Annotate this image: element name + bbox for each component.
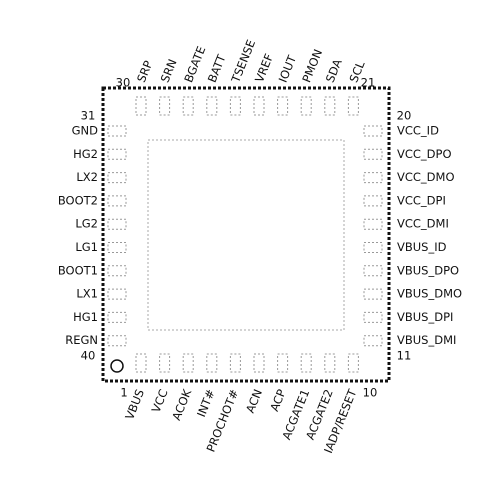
pin-label: LX1 xyxy=(76,287,98,301)
pin-label: ACOK xyxy=(169,387,194,423)
pin-label: SRP xyxy=(134,59,155,85)
pad xyxy=(107,265,127,277)
pin-label: BOOT1 xyxy=(58,263,98,277)
pin-label: VBUS_DPI xyxy=(397,310,453,324)
pin-label: SDA xyxy=(323,57,345,84)
pin-label: INT# xyxy=(194,387,218,419)
pin1-marker xyxy=(110,359,124,373)
pad xyxy=(107,242,127,253)
pad xyxy=(206,353,218,373)
pin-label: VREF xyxy=(252,52,276,85)
pin-label: ACP xyxy=(267,387,288,413)
pad xyxy=(300,96,312,116)
pin-label: GND xyxy=(72,124,99,138)
pad xyxy=(253,96,265,116)
pin-label: VCC_DMI xyxy=(397,217,449,231)
pin-number: 20 xyxy=(397,109,412,123)
pad xyxy=(229,96,241,116)
pad xyxy=(159,96,171,116)
pad xyxy=(363,172,383,184)
pad xyxy=(107,218,127,230)
pin-label: ACN xyxy=(243,387,265,415)
pad xyxy=(107,172,127,184)
pin-label: LG1 xyxy=(75,240,98,254)
pad xyxy=(363,265,383,277)
pad xyxy=(300,353,312,373)
pad xyxy=(347,96,359,116)
pad xyxy=(324,353,336,373)
pad xyxy=(107,311,127,323)
pin-label: REGN xyxy=(65,333,98,347)
pin-number: 30 xyxy=(116,76,131,90)
pad xyxy=(135,96,147,116)
pin-number: 31 xyxy=(81,109,96,123)
pad xyxy=(363,288,383,300)
pin-number: 10 xyxy=(363,386,378,400)
pad xyxy=(363,195,383,207)
pin-label: VCC_DMO xyxy=(397,170,455,184)
pin-label: VBUS_DMI xyxy=(397,333,456,347)
pad xyxy=(277,96,289,116)
pad xyxy=(324,96,336,116)
pin-label: SRN xyxy=(158,57,180,84)
pad xyxy=(182,96,194,116)
pin-label: LX2 xyxy=(76,170,98,184)
pad xyxy=(363,218,383,230)
pad xyxy=(159,353,171,373)
pad xyxy=(107,125,127,137)
pad xyxy=(363,125,383,137)
pin-label: LG2 xyxy=(75,217,98,231)
pad xyxy=(135,353,147,373)
pad xyxy=(182,353,194,373)
pin-label: HG1 xyxy=(73,310,98,324)
pin-label: PMON xyxy=(299,47,325,84)
pad xyxy=(277,353,289,373)
package-outline xyxy=(101,86,391,383)
pad xyxy=(253,353,265,373)
pin-label: IOUT xyxy=(276,52,300,84)
pin-label: VCC xyxy=(149,387,171,414)
pin-label: VCC_ID xyxy=(397,124,439,138)
pin-label: BATT xyxy=(205,52,229,85)
pad xyxy=(347,353,359,373)
pin-number: 11 xyxy=(397,349,412,363)
pin-label: BOOT2 xyxy=(58,193,98,207)
pin-number: 40 xyxy=(81,349,96,363)
thermal-pad xyxy=(147,139,345,331)
pad xyxy=(229,353,241,373)
pad xyxy=(107,335,127,347)
pad xyxy=(363,242,383,253)
pin-label: VBUS_ID xyxy=(397,240,447,254)
pad xyxy=(107,148,127,160)
pad xyxy=(363,148,383,160)
pin-label: HG2 xyxy=(73,147,98,161)
pad xyxy=(363,335,383,347)
pad xyxy=(107,288,127,300)
pin-number: 1 xyxy=(120,386,127,400)
pad xyxy=(206,96,218,116)
pin-number: 21 xyxy=(361,76,376,90)
pin-label: VCC_DPI xyxy=(397,193,446,207)
pin-label: VBUS_DPO xyxy=(397,263,459,277)
pin-label: VCC_DPO xyxy=(397,147,452,161)
pin-label: VBUS_DMO xyxy=(397,287,462,301)
pad xyxy=(363,311,383,323)
pad xyxy=(107,195,127,207)
